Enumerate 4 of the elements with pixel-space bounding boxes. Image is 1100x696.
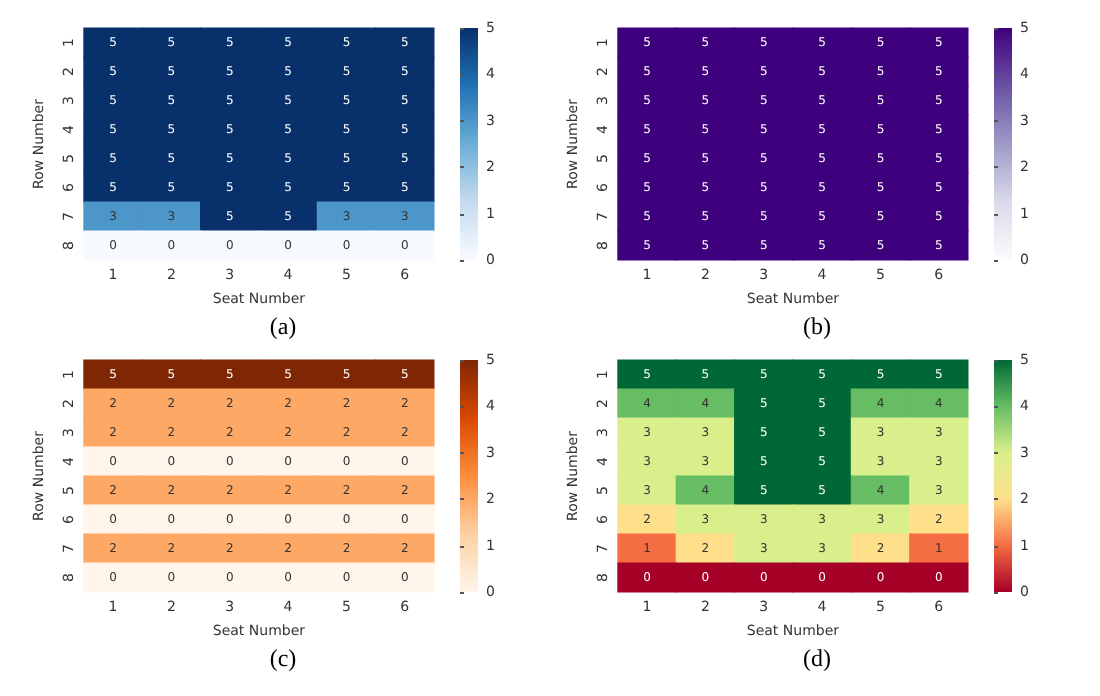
text: (b) xyxy=(803,312,831,340)
text: (c) xyxy=(269,644,297,672)
text: (d) xyxy=(803,644,831,672)
text: (a) xyxy=(269,312,297,340)
